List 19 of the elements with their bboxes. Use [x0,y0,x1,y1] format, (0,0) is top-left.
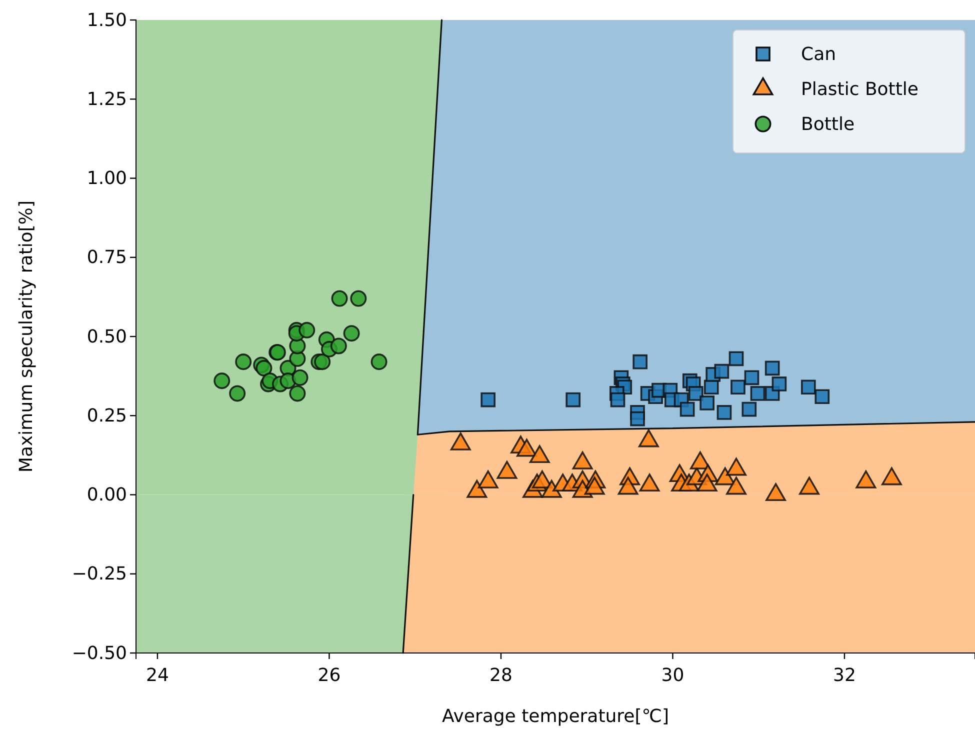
x-tick-label: 26 [318,664,341,686]
y-tick-label: 0.00 [86,484,127,506]
legend-label: Bottle [801,114,855,135]
y-tick-label: 0.75 [86,247,127,268]
y-tick-label: −0.50 [72,642,127,664]
x-tick-label: 28 [490,664,512,686]
y-tick-label: 0.50 [86,326,127,348]
x-tick-label: 32 [833,664,856,686]
y-tick-label: 1.00 [86,168,127,190]
x-tick-label: 30 [661,664,684,686]
y-tick-label: 1.50 [86,10,127,31]
x-axis-title: Average temperature[℃] [442,706,670,727]
y-tick-label: 0.25 [86,405,127,426]
y-tick-label: −0.25 [72,564,127,585]
y-tick-label: 1.25 [86,88,127,110]
legend-label: Can [801,44,836,65]
legend-label: Plastic Bottle [801,79,918,100]
x-tick-label: 24 [146,664,169,686]
y-axis-title: Maximum specularity ratio[%] [16,200,37,473]
